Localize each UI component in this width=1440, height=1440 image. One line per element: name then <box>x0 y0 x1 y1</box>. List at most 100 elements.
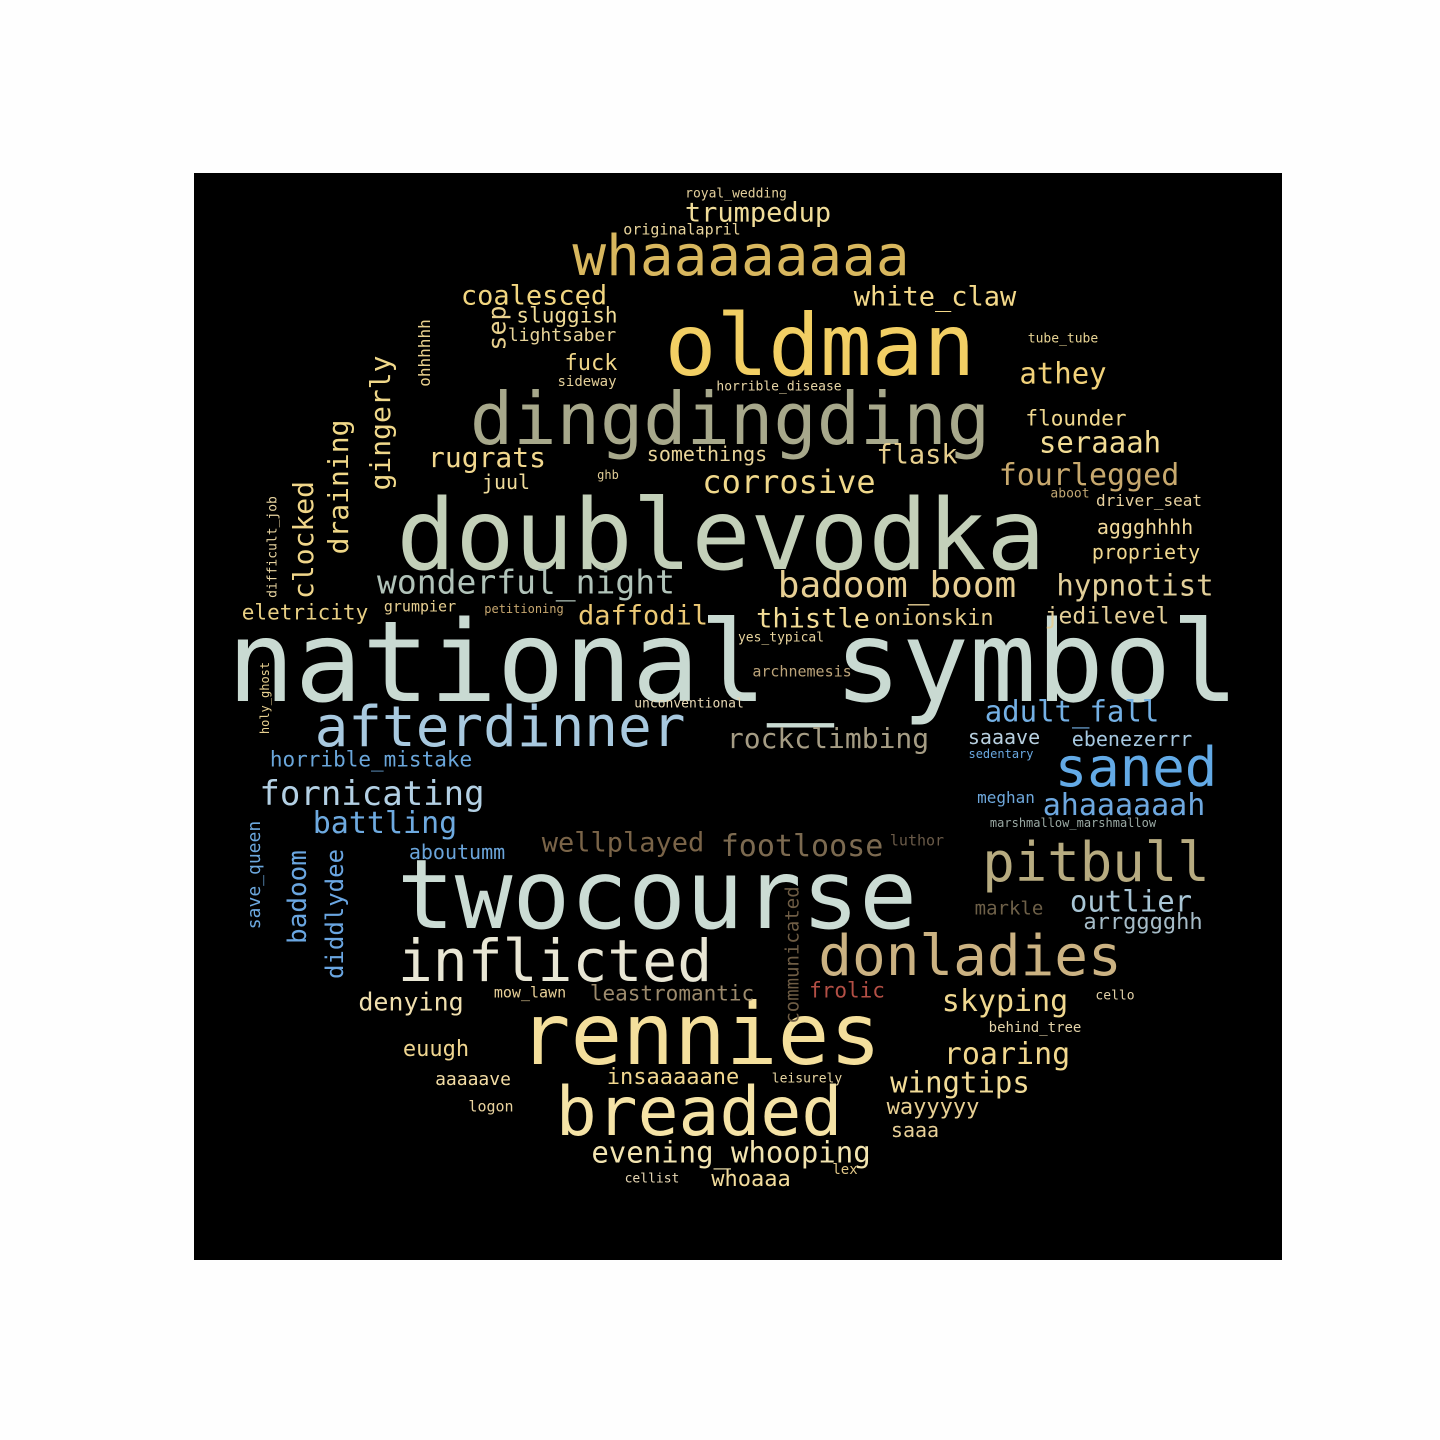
word-wingtips: wingtips <box>890 1065 1030 1100</box>
word-fourlegged: fourlegged <box>998 458 1180 493</box>
word-daffodil: daffodil <box>577 600 709 632</box>
word-aboot: aboot <box>1050 486 1090 502</box>
word-fornicating: fornicating <box>259 774 485 814</box>
word-gingerly: gingerly <box>364 355 397 491</box>
word-communicated: communicated <box>781 886 804 1024</box>
word-trumpedup: trumpedup <box>684 197 832 229</box>
word-diddlydee: diddlydee <box>321 848 349 980</box>
word-corrosive: corrosive <box>702 463 876 501</box>
word-wayyyyy: wayyyyy <box>886 1095 980 1120</box>
word-horrible-disease: horrible_disease <box>716 379 842 395</box>
word-rennies: rennies <box>518 985 882 1085</box>
word-rockclimbing: rockclimbing <box>726 722 930 755</box>
word-meghan: meghan <box>977 788 1035 807</box>
word-unconventional: unconventional <box>634 696 744 712</box>
word-mow-lawn: mow_lawn <box>493 983 567 1002</box>
word-roaring: roaring <box>943 1037 1071 1072</box>
word-sluggish: sluggish <box>516 303 618 328</box>
word-denying: denying <box>358 987 464 1017</box>
word-driver-seat: driver_seat <box>1096 491 1202 510</box>
word-petitioning: petitioning <box>484 602 564 616</box>
word-aboutumm: aboutumm <box>408 840 506 864</box>
word-cellist: cellist <box>624 1171 680 1187</box>
word-lex: lex <box>832 1162 858 1178</box>
word-behind-tree: behind_tree <box>988 1020 1082 1036</box>
word-saned: saned <box>1054 736 1218 799</box>
word-luthor: luthor <box>889 831 945 850</box>
word-aggghhhh: aggghhhh <box>1096 515 1194 539</box>
word-sideway: sideway <box>557 374 617 390</box>
word-yes-typical: yes_typical <box>737 630 825 646</box>
word-whoaaa: whoaaa <box>711 1167 791 1192</box>
word-fuck: fuck <box>564 351 618 376</box>
word-propriety: propriety <box>1091 540 1201 564</box>
word-seraaah: seraaah <box>1038 425 1162 460</box>
word-rugrats: rugrats <box>427 441 547 474</box>
word-donladies: donladies <box>818 924 1122 989</box>
word-holy-ghost: holy_ghost <box>258 661 272 735</box>
word-wonderful-night: wonderful_night <box>376 562 676 602</box>
word-tube-tube: tube_tube <box>1027 331 1099 347</box>
word-adult-fall: adult_fall <box>984 694 1160 729</box>
word-logon: logon <box>468 1097 514 1116</box>
word-save-queen: save_queen <box>244 820 265 930</box>
word-ahaaaaaah: ahaaaaaah <box>1042 788 1206 823</box>
word-clocked: clocked <box>287 480 320 600</box>
word-battling: battling <box>312 806 458 841</box>
word-outlier: outlier <box>1069 884 1193 919</box>
word-frolic: frolic <box>809 978 885 1003</box>
word-ghb: ghb <box>597 468 619 482</box>
word-afterdinner: afterdinner <box>314 695 686 760</box>
word-arrgggghh: arrgggghh <box>1083 910 1203 935</box>
word-marshmallow-marshmallow: marshmallow_marshmallow <box>989 816 1157 830</box>
word-originalapril: originalapril <box>623 220 741 239</box>
word-aaaaave: aaaaave <box>435 1069 511 1090</box>
word-inflicted: inflicted <box>397 927 713 995</box>
word-breaded: breaded <box>555 1073 843 1152</box>
word-white-claw: white_claw <box>853 281 1017 313</box>
word-onionskin: onionskin <box>874 606 994 631</box>
word-lightsaber: lightsaber <box>507 325 617 346</box>
word-coalesced: coalesced <box>460 280 608 312</box>
word-sep: sep <box>482 305 512 351</box>
word-dingdingding: dingdingding <box>469 377 991 461</box>
word-cello: cello <box>1095 988 1135 1004</box>
word-ebenezerrr: ebenezerrr <box>1071 727 1193 751</box>
word-twocourse: twocourse <box>396 839 918 951</box>
word-pitbull: pitbull <box>982 831 1210 894</box>
word-hypnotist: hypnotist <box>1056 568 1214 603</box>
word-draining: draining <box>322 419 355 555</box>
word-euugh: euugh <box>402 1037 470 1062</box>
word-footloose: footloose <box>720 829 884 864</box>
word-juul: juul <box>481 470 531 494</box>
word-wellplayed: wellplayed <box>541 827 705 859</box>
word-horrible-mistake: horrible_mistake <box>269 747 473 772</box>
word-national-symbol: national_symbol <box>227 598 1239 728</box>
word-royal-wedding: royal_wedding <box>685 186 787 202</box>
word-flounder: flounder <box>1025 406 1127 431</box>
word-saaave: saaave <box>967 725 1041 749</box>
word-oldman: oldman <box>664 296 976 396</box>
word-insaaaaane: insaaaaane <box>606 1065 740 1090</box>
word-badoom: badoom <box>283 850 313 944</box>
word-difficult-job: difficult_job <box>265 496 281 598</box>
word-evening-whooping: evening_whooping <box>591 1135 871 1170</box>
word-leisurely: leisurely <box>771 1071 843 1087</box>
word-ohhhhhh: ohhhhhh <box>415 319 434 387</box>
word-thistle: thistle <box>756 603 870 635</box>
word-markle: markle <box>974 897 1044 920</box>
word-jedilevel: jedilevel <box>1044 603 1170 630</box>
word-whaaaaaaaa: whaaaaaaaa <box>572 224 910 289</box>
word-sedentary: sedentary <box>968 747 1034 761</box>
word-flask: flask <box>876 439 958 471</box>
word-eletricity: eletricity <box>241 600 369 625</box>
word-doublevodka: doublevodka <box>396 479 1046 593</box>
word-somethings: somethings <box>646 442 768 466</box>
word-archnemesis: archnemesis <box>752 662 852 681</box>
word-saaa: saaa <box>890 1118 940 1142</box>
word-badoom-boom: badoom_boom <box>777 565 1017 606</box>
word-athey: athey <box>1019 356 1107 391</box>
word-grumpier: grumpier <box>383 597 457 616</box>
word-leastromantic: leastromantic <box>589 981 755 1006</box>
word-cloud-panel: national_symbol doublevodka twocourse ol… <box>194 173 1282 1260</box>
